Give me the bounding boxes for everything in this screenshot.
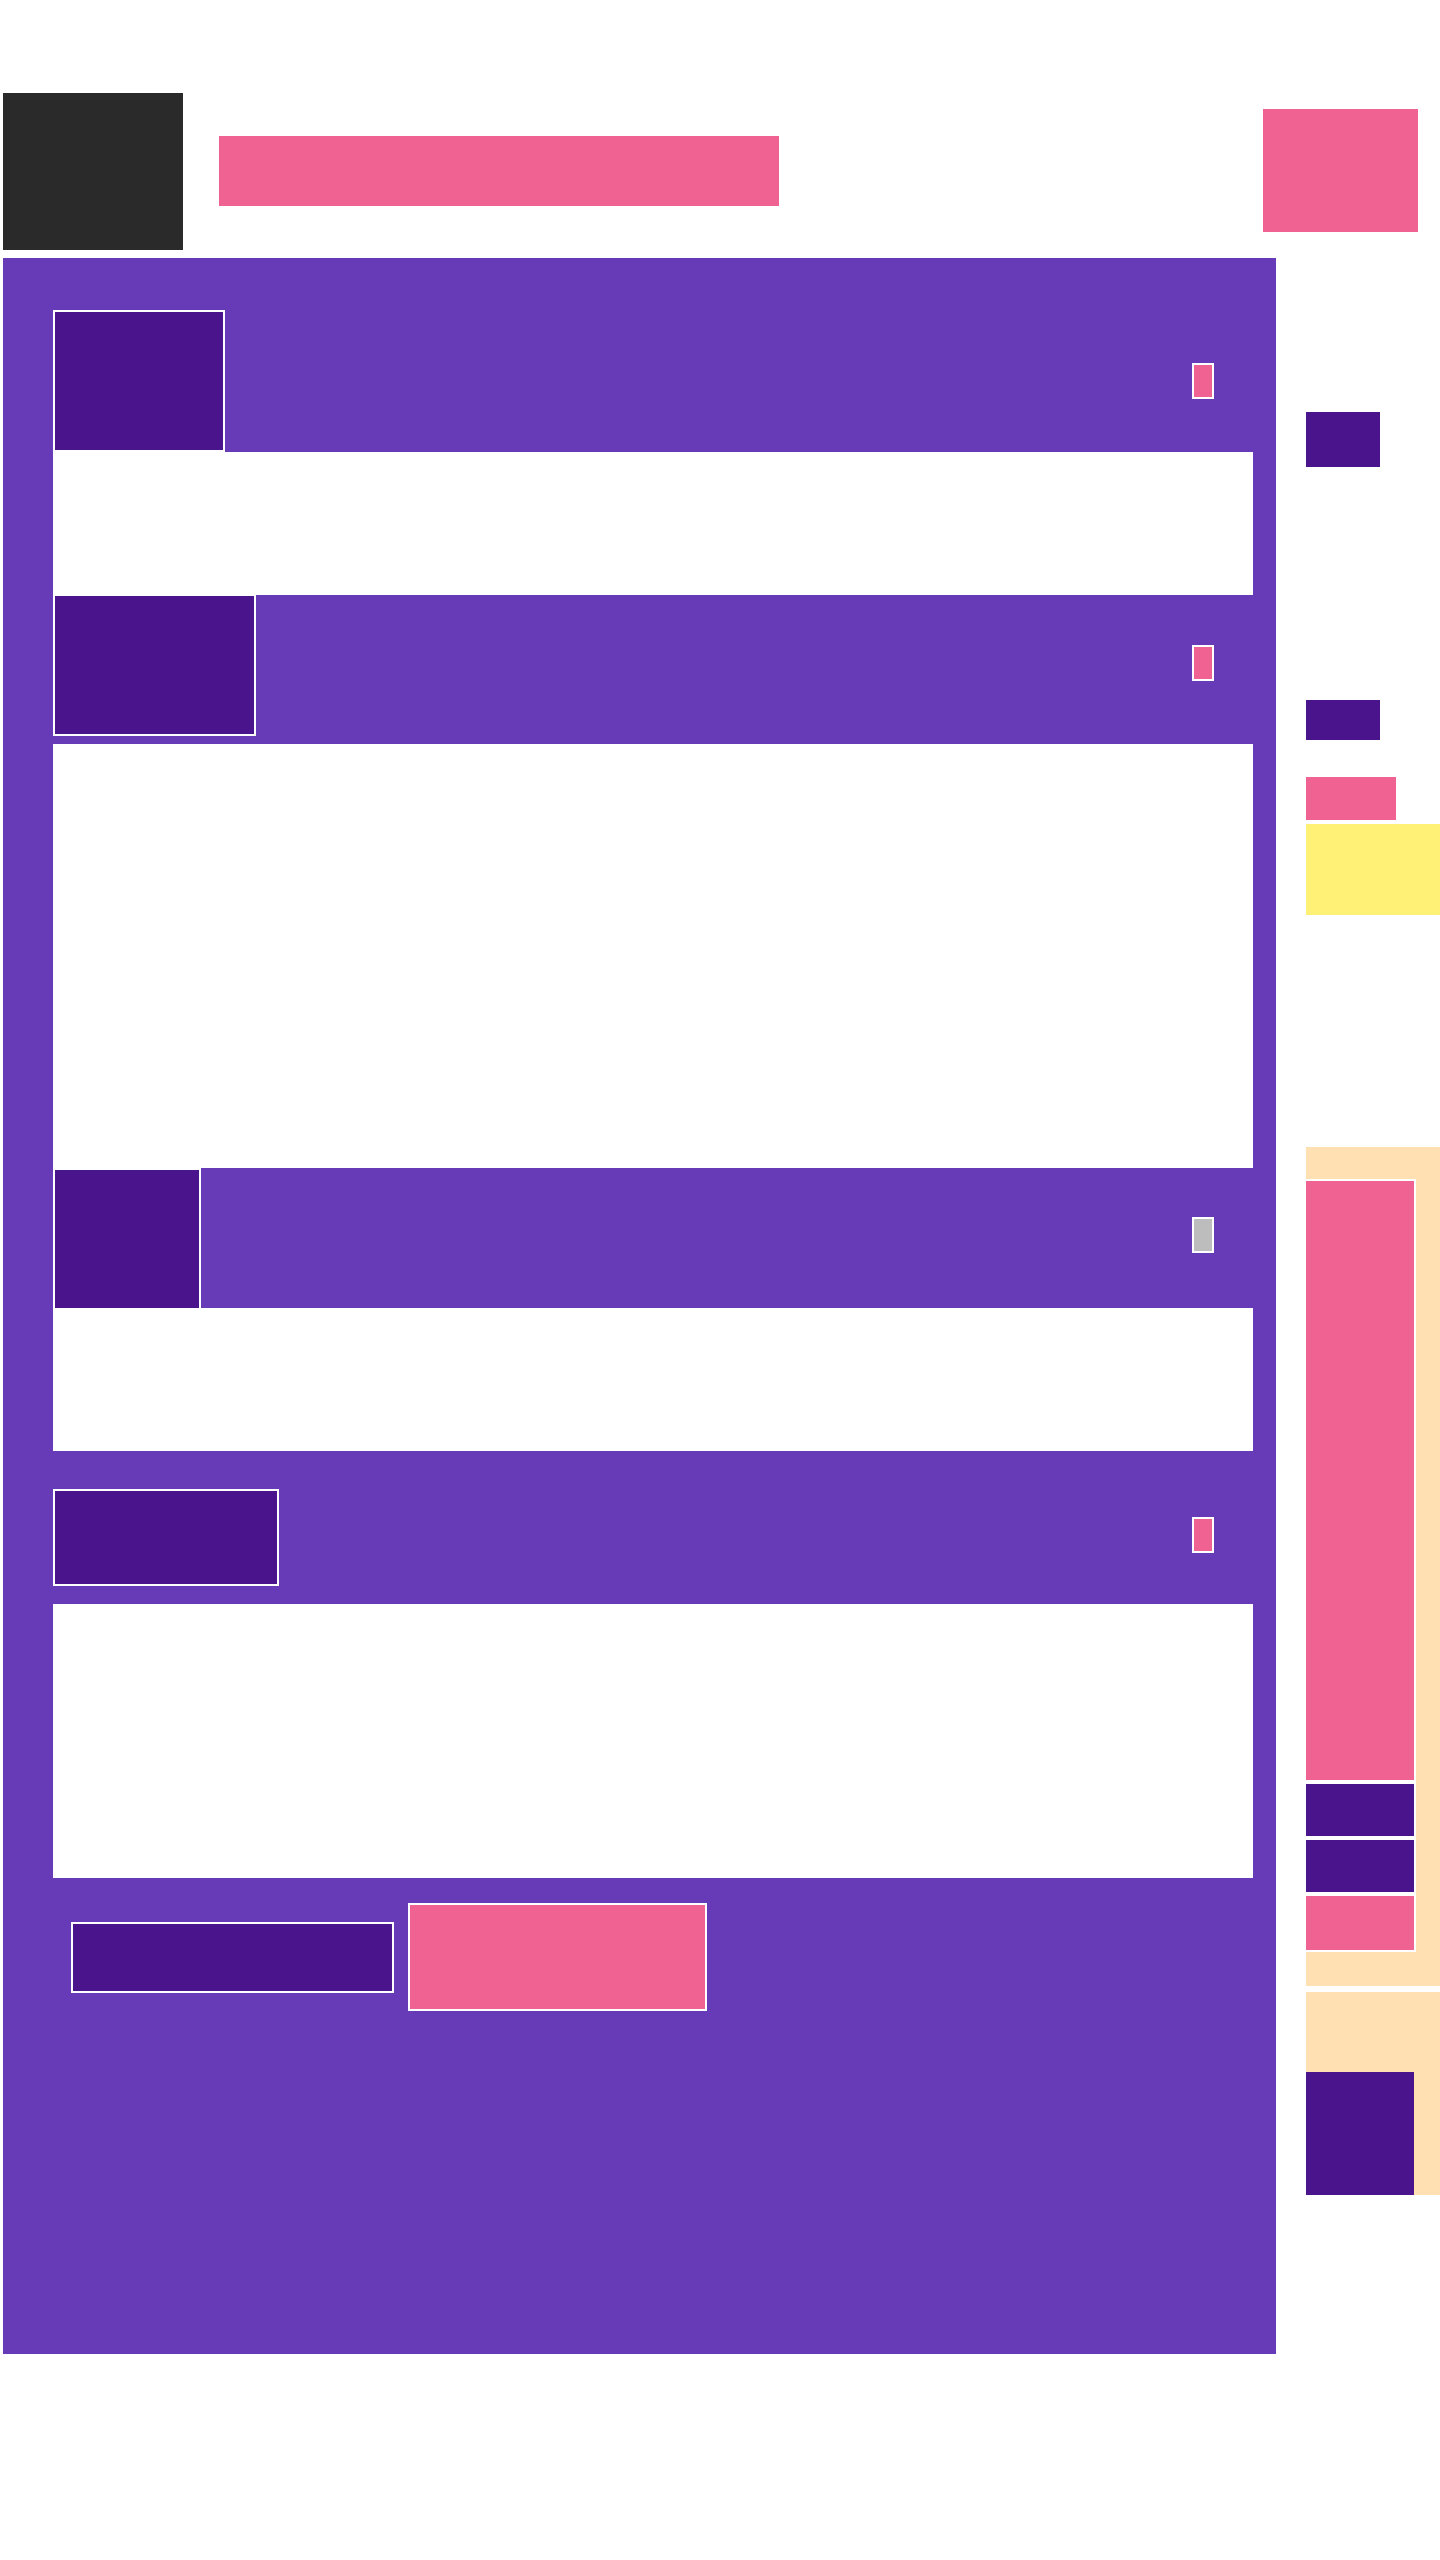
- primary-button[interactable]: [408, 1903, 707, 2011]
- sidebar-panel-item-3[interactable]: [1304, 1894, 1416, 1952]
- sidebar-panel-item-2[interactable]: [1304, 1838, 1416, 1894]
- section-3-body: [53, 1308, 1253, 1451]
- section-3-tab[interactable]: [53, 1168, 201, 1310]
- sidebar-footer-block[interactable]: [1306, 2072, 1414, 2195]
- secondary-button[interactable]: [71, 1922, 394, 1993]
- section-4-tab[interactable]: [53, 1489, 279, 1586]
- header-action-button[interactable]: [1263, 109, 1418, 232]
- app-logo[interactable]: [3, 93, 183, 250]
- sidebar-tag-1[interactable]: [1306, 412, 1380, 467]
- section-3-marker[interactable]: [1192, 1217, 1214, 1253]
- page-title: [219, 136, 779, 206]
- sidebar-tag-2[interactable]: [1306, 700, 1380, 740]
- section-2-body: [53, 744, 1253, 1168]
- sidebar-chip[interactable]: [1306, 777, 1396, 820]
- sidebar-divider: [1306, 1986, 1440, 1992]
- section-4-marker[interactable]: [1192, 1517, 1214, 1553]
- sidebar-panel-main-block[interactable]: [1304, 1179, 1416, 1782]
- sidebar-highlight-note: [1306, 824, 1440, 915]
- section-1-marker[interactable]: [1192, 363, 1214, 399]
- section-4-body: [53, 1604, 1253, 1878]
- section-1-tab[interactable]: [53, 310, 225, 452]
- sidebar-panel-item-1[interactable]: [1304, 1782, 1416, 1838]
- section-2-marker[interactable]: [1192, 645, 1214, 681]
- section-2-tab[interactable]: [53, 594, 256, 736]
- section-1-body: [53, 452, 1253, 595]
